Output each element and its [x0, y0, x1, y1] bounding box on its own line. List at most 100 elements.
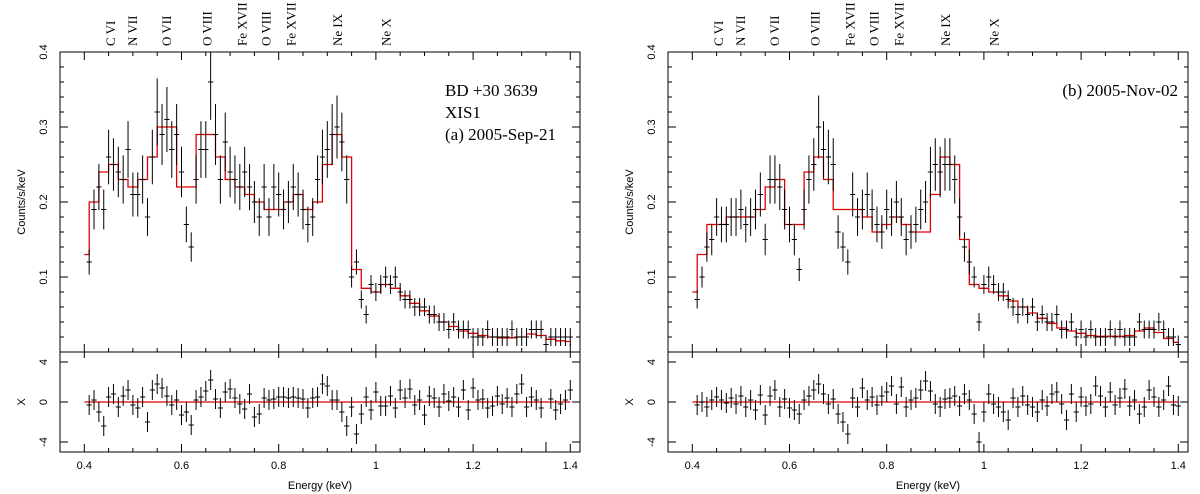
- data-point: [164, 86, 170, 153]
- residual-point: [1102, 397, 1108, 417]
- residual-point: [387, 386, 394, 406]
- data-point: [1097, 328, 1104, 346]
- residual-point: [164, 386, 170, 406]
- residual-point: [752, 400, 759, 420]
- x-tick-label: 0.8: [879, 460, 894, 472]
- residual-point: [553, 400, 559, 420]
- residual-point: [728, 388, 734, 408]
- data-point: [1049, 313, 1055, 331]
- residual-point: [927, 381, 934, 401]
- data-point: [893, 181, 900, 223]
- residual-point: [217, 398, 223, 418]
- data-point: [251, 181, 257, 223]
- residual-point: [1161, 390, 1167, 410]
- data-point: [1039, 305, 1045, 324]
- residual-point: [348, 397, 355, 417]
- residual-point: [801, 390, 807, 410]
- data-point: [932, 138, 938, 191]
- residual-point: [986, 384, 992, 404]
- data-point: [509, 320, 515, 339]
- residual-point: [1005, 410, 1011, 430]
- residual-point: [762, 405, 768, 425]
- data-point: [884, 189, 890, 230]
- residual-point: [898, 377, 904, 397]
- residual-point: [850, 388, 856, 408]
- emission-line-label: Fe XVII: [843, 2, 858, 46]
- data-point: [1015, 305, 1021, 324]
- data-point: [806, 155, 812, 204]
- data-point: [295, 172, 301, 217]
- residual-point: [120, 386, 126, 406]
- y-tick-label: 0.3: [38, 119, 50, 134]
- residual-point: [174, 390, 180, 410]
- emission-line-label: Ne IX: [330, 13, 345, 46]
- data-point: [874, 206, 880, 243]
- residual-point: [757, 385, 763, 405]
- data-point: [120, 155, 126, 204]
- data-point: [918, 189, 924, 230]
- data-point: [203, 121, 209, 178]
- data-point: [183, 206, 189, 243]
- annotation-line: (b) 2005-Nov-02: [1062, 81, 1178, 100]
- residual-point: [903, 397, 909, 417]
- residual-point: [344, 416, 350, 436]
- residual-point: [135, 398, 141, 418]
- emission-line-label: N VII: [733, 16, 748, 46]
- data-point: [1078, 320, 1084, 339]
- data-point: [1093, 328, 1099, 346]
- data-point: [319, 129, 326, 185]
- residual-point: [455, 397, 462, 417]
- residual-point: [748, 390, 754, 410]
- residual-point: [242, 399, 248, 419]
- emission-line-label: Fe XVII: [891, 2, 906, 46]
- data-point: [266, 198, 272, 236]
- residual-point: [1059, 394, 1065, 414]
- data-point: [718, 206, 725, 243]
- data-point: [1175, 335, 1181, 352]
- residual-point: [995, 397, 1002, 417]
- data-point: [329, 104, 335, 165]
- residual-point: [246, 384, 253, 404]
- residual-point: [451, 387, 457, 407]
- residual-point: [888, 376, 895, 396]
- residual-point: [772, 380, 778, 400]
- residual-point: [421, 405, 428, 425]
- data-point: [908, 215, 914, 249]
- data-point: [324, 121, 330, 178]
- data-point: [455, 320, 462, 339]
- data-point: [256, 198, 262, 236]
- residual-point: [91, 390, 97, 410]
- data-point: [709, 223, 715, 256]
- residual-point: [816, 374, 822, 394]
- emission-line-label: Ne IX: [938, 13, 953, 46]
- residual-point: [1112, 395, 1118, 415]
- data-point: [1131, 328, 1138, 346]
- residual-point: [105, 387, 112, 407]
- annotation-line: XIS1: [445, 103, 481, 122]
- residual-point: [1078, 387, 1084, 407]
- data-point: [1034, 313, 1040, 331]
- data-point: [694, 290, 700, 309]
- data-point: [519, 328, 525, 346]
- residual-point: [991, 394, 997, 414]
- data-point: [504, 328, 510, 346]
- data-point: [976, 313, 982, 331]
- residual-point: [1025, 395, 1031, 415]
- residual-point: [295, 388, 301, 408]
- x-tick-label: 1: [373, 460, 379, 472]
- x-tick-label: 0.4: [685, 460, 700, 472]
- resid-axis-label: X: [16, 398, 28, 406]
- emission-line-label: O VIII: [259, 11, 274, 46]
- residual-point: [854, 397, 861, 417]
- residual-point: [699, 392, 705, 412]
- residual-point: [796, 404, 802, 424]
- data-point: [387, 275, 394, 294]
- data-point: [514, 328, 520, 346]
- data-point: [280, 189, 287, 230]
- data-point: [888, 198, 895, 236]
- data-point: [743, 206, 749, 243]
- data-point: [314, 155, 321, 204]
- residual-point: [830, 389, 836, 409]
- data-point: [543, 335, 549, 352]
- y-tick-label: 0.3: [646, 119, 658, 134]
